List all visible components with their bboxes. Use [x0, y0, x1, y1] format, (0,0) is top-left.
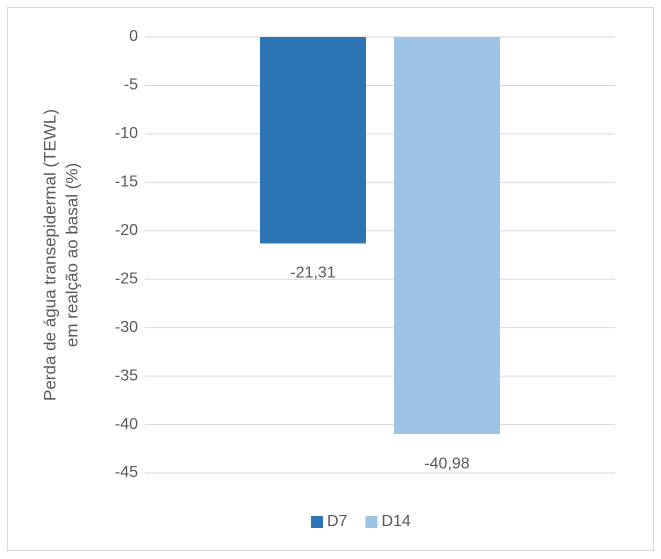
y-tick-label: 0 — [129, 28, 138, 45]
data-label: -40,98 — [424, 455, 469, 472]
legend-swatch — [311, 516, 323, 528]
bar — [260, 37, 366, 244]
y-tick-label: -10 — [115, 125, 138, 142]
y-tick-label: -5 — [124, 77, 138, 94]
y-tick-label: -15 — [115, 174, 138, 191]
y-axis-label: Perda de água transepidermal (TEWL) em re… — [40, 109, 81, 401]
legend-swatch — [365, 516, 378, 528]
legend-label: D14 — [381, 513, 410, 530]
y-tick-label: -25 — [115, 270, 138, 287]
y-tick-label: -40 — [115, 416, 138, 433]
y-tick-label: -30 — [115, 319, 138, 336]
bar — [394, 37, 500, 435]
y-tick-label: -35 — [115, 367, 138, 384]
data-label: -21,31 — [290, 265, 335, 282]
legend-label: D7 — [327, 513, 348, 530]
y-axis-label-line: Perda de água transepidermal (TEWL) — [40, 109, 59, 401]
y-axis-label-line: em realção ao basal (%) — [62, 163, 81, 347]
y-tick-label: -20 — [115, 222, 138, 239]
y-tick-label: -45 — [115, 464, 138, 481]
